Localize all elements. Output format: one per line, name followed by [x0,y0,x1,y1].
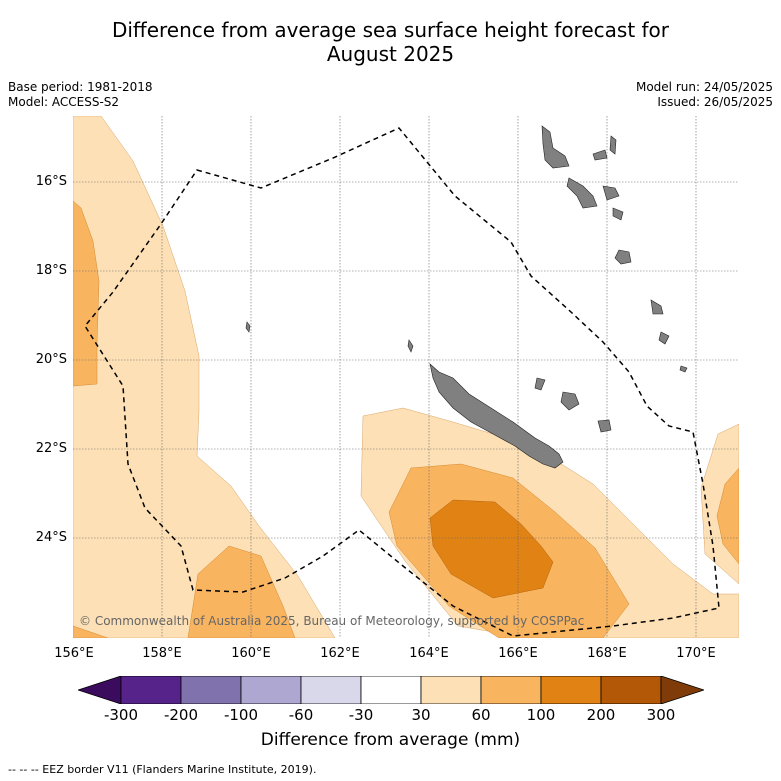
map-area [73,116,739,638]
colorbar-tick-label: 300 [646,706,676,724]
lat-label-16s: 16°S [35,174,67,189]
colorbar-tick-label: -200 [163,706,199,724]
issued-date: Issued: 26/05/2025 [657,95,773,109]
reef-islet-1 [245,321,251,333]
title-line-1: Difference from average sea surface heig… [111,18,670,42]
contour-30-west [73,116,336,638]
vanuatu-1 [541,125,570,169]
loyalty-island-2 [597,419,612,433]
colorbar-bin [360,675,422,705]
lat-label-22s: 22°S [35,441,67,456]
colorbar-tick-label: -60 [288,706,314,724]
colorbar-tick-label: -30 [348,706,374,724]
colorbar-bin [540,675,602,705]
lat-label-20s: 20°S [35,352,67,367]
loyalty-island-3 [534,377,546,391]
title-line-2: August 2025 [326,42,455,66]
colorbar [76,675,706,705]
lon-label-158e: 158°E [142,646,182,661]
lon-label-160e: 160°E [231,646,271,661]
colorbar-bin [480,675,542,705]
eez-legend-note: -- -- -- EEZ border V11 (Flanders Marine… [8,763,317,776]
vanuatu-6 [612,207,624,221]
contour-60-corner [73,625,109,638]
colorbar-bin [300,675,362,705]
new-caledonia [429,363,564,469]
base-period: Base period: 1981-2018 [8,80,153,94]
contour-100-central [429,499,554,599]
contour-60-west [73,200,100,387]
vanuatu-3 [602,185,620,201]
vanuatu-10 [679,365,688,373]
colorbar-bin [180,675,242,705]
colorbar-extend-low [76,675,122,705]
colorbar-tick-label: 30 [411,706,431,724]
model-name: Model: ACCESS-S2 [8,95,120,109]
vanuatu-5 [609,135,617,155]
model-run: Model run: 24/05/2025 [635,80,773,94]
eez-border [84,127,720,637]
colorbar-extend-high [660,675,706,705]
lat-label-24s: 24°S [35,530,67,545]
colorbar-bin [240,675,302,705]
colorbar-tick-label: 200 [586,706,616,724]
vanuatu-9 [658,331,670,345]
colorbar-tick-label: 60 [471,706,491,724]
lon-label-170e: 170°E [676,646,716,661]
colorbar-svg [76,675,706,705]
colorbar-tick-label: -300 [103,706,139,724]
colorbar-tick-label: -100 [223,706,259,724]
reef-islet-2 [407,339,414,353]
meta-right: Model run: 24/05/2025 Issued: 26/05/2025 [636,80,773,110]
lat-label-18s: 18°S [35,263,67,278]
vanuatu-4 [592,149,608,161]
copyright-notice: © Commonwealth of Australia 2025, Bureau… [79,614,585,628]
graticule [73,116,739,638]
colorbar-bin [600,675,662,705]
loyalty-island-1 [560,391,580,411]
map-svg [73,116,739,638]
lon-label-162e: 162°E [320,646,360,661]
anomaly-contours [73,116,739,638]
vanuatu-2 [566,177,598,209]
land-masses [245,125,688,469]
lon-label-156e: 156°E [54,646,94,661]
colorbar-tick-label: 100 [526,706,556,724]
colorbar-bin [420,675,482,705]
contour-60-east [716,467,739,565]
vanuatu-8 [650,299,664,315]
colorbar-title: Difference from average (mm) [260,730,521,750]
lon-label-166e: 166°E [498,646,538,661]
contour-60-southwest [187,545,296,638]
lon-label-164e: 164°E [409,646,449,661]
lon-label-168e: 168°E [587,646,627,661]
map-title: Difference from average sea surface heig… [0,18,781,66]
meta-left: Base period: 1981-2018 Model: ACCESS-S2 [8,80,153,110]
colorbar-bin [120,675,182,705]
vanuatu-7 [614,249,632,265]
